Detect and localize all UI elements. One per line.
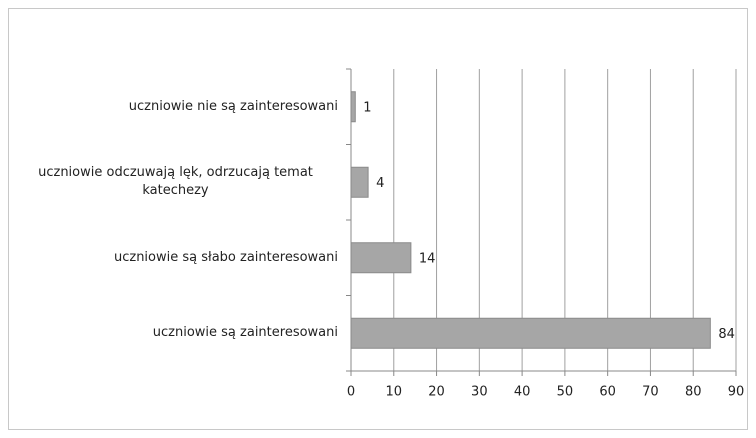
- data-label: 84: [718, 327, 735, 342]
- x-tick-label: 20: [428, 385, 445, 400]
- chart-border: [8, 8, 748, 430]
- bar: [350, 166, 369, 198]
- data-label: 14: [419, 251, 436, 266]
- bar: [350, 317, 711, 349]
- y-tick-label: uczniowie nie są zainteresowani: [128, 98, 338, 114]
- y-tick-label: uczniowie odczuwają lęk, odrzucają temat…: [38, 165, 313, 199]
- x-tick-label: 40: [514, 385, 531, 400]
- x-tick-label: 70: [642, 385, 659, 400]
- x-tick-label: 30: [471, 385, 488, 400]
- y-tick-label: uczniowie są zainteresowani: [152, 325, 338, 341]
- x-tick-label: 0: [347, 385, 355, 400]
- y-tick-label-box: uczniowie nie są zainteresowani: [129, 98, 338, 116]
- y-tick-label-box: uczniowie odczuwają lęk, odrzucają temat…: [13, 164, 338, 200]
- bar: [350, 242, 412, 274]
- x-tick-label: 50: [557, 385, 574, 400]
- data-label: 1: [363, 100, 371, 115]
- bar: [350, 91, 356, 123]
- x-tick-label: 60: [599, 385, 616, 400]
- y-tick-label-box: uczniowie są zainteresowani: [153, 324, 338, 342]
- data-label: 4: [376, 176, 384, 191]
- x-tick-label: 80: [685, 385, 702, 400]
- x-tick-label: 10: [386, 385, 403, 400]
- x-tick-label: 90: [728, 385, 745, 400]
- y-tick-label-box: uczniowie są słabo zainteresowani: [114, 249, 338, 267]
- y-tick-label: uczniowie są słabo zainteresowani: [113, 249, 338, 265]
